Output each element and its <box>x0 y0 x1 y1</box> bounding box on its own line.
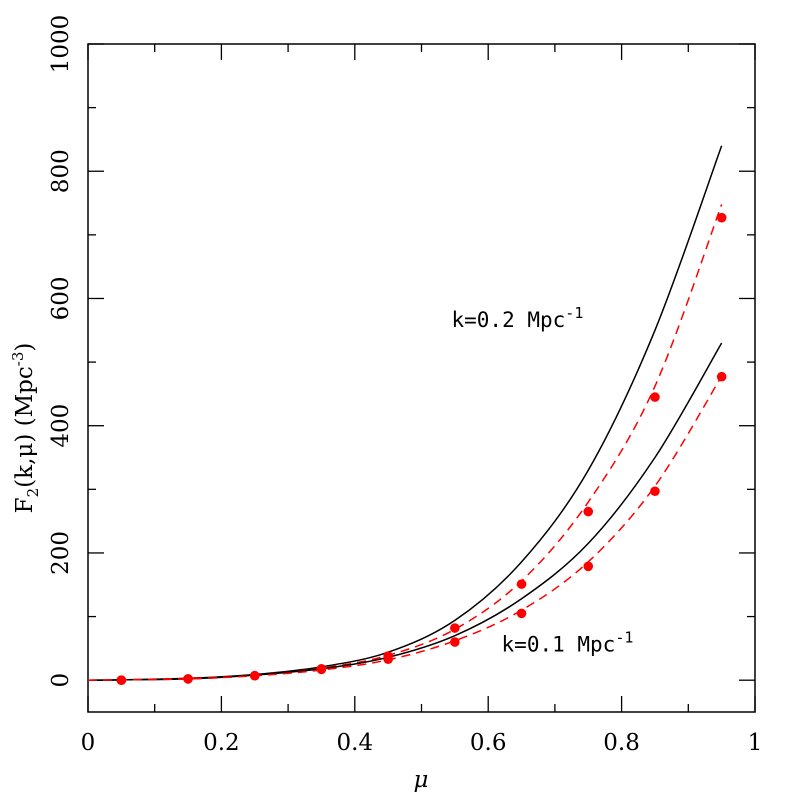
curve-annotation: k=0.1 Mpc-1 <box>502 629 634 657</box>
data-point-kk01 <box>516 608 527 619</box>
y-axis-title: F2(k,μ) (Mpc-3) <box>9 343 42 514</box>
annotation-text: k=0.2 Mpc <box>452 308 566 332</box>
x-tick-labels: 0 0.2 0.4 0.6 0.8 1 <box>81 730 763 756</box>
series-group <box>87 145 723 681</box>
plot-frame <box>87 43 756 713</box>
y-tick-label: 200 <box>48 531 74 575</box>
y-tick-labels: 0 200 400 600 800 1000 <box>48 15 74 688</box>
y-title-middle: (k,μ) (Mpc <box>12 366 38 488</box>
data-point-kk02 <box>650 392 660 402</box>
y-tick-label: 1000 <box>48 15 74 74</box>
x-tick-label: 0 <box>81 730 96 756</box>
y-title-superscript: -3 <box>9 352 27 367</box>
points-group <box>116 212 727 685</box>
data-point-kk01 <box>650 486 660 497</box>
annotation-superscript: -1 <box>615 629 633 647</box>
dashed-curve-kk02 <box>87 204 723 681</box>
y-tick-label: 800 <box>48 149 74 193</box>
y-title-prefix: F <box>12 497 38 513</box>
solid-curve-kk02 <box>87 145 723 681</box>
data-point-kk01 <box>716 371 727 382</box>
data-point-kk02 <box>450 623 460 633</box>
x-tick-label: 0.8 <box>603 730 640 756</box>
data-point-kk01 <box>583 561 594 572</box>
data-point-kk01 <box>183 674 193 684</box>
y-title-suffix: ) <box>12 343 38 352</box>
y-tick-label: 400 <box>48 404 74 448</box>
x-tick-label: 0.4 <box>337 730 374 756</box>
x-axis-title: μ <box>414 767 429 793</box>
data-point-kk01 <box>316 664 327 675</box>
data-point-kk01 <box>249 670 260 681</box>
y-tick-label: 600 <box>48 277 74 321</box>
x-tick-label: 0.2 <box>203 730 240 756</box>
data-point-kk01 <box>450 637 460 647</box>
y-title-subscript: 2 <box>24 488 42 498</box>
x-tick-label: 1 <box>748 730 763 756</box>
data-point-kk01 <box>116 675 127 685</box>
data-point-kk02 <box>716 212 727 223</box>
data-point-kk02 <box>583 506 594 517</box>
data-point-kk02 <box>516 579 527 589</box>
curve-annotation: k=0.2 Mpc-1 <box>452 304 584 332</box>
annotations-group: k=0.2 Mpc-1k=0.1 Mpc-1 <box>452 304 634 656</box>
dashed-curve-kk01 <box>87 375 723 681</box>
annotation-superscript: -1 <box>565 304 583 322</box>
axis-ticks <box>87 43 756 712</box>
data-point-kk01 <box>383 654 393 664</box>
annotation-text: k=0.1 Mpc <box>502 633 616 657</box>
x-tick-label: 0.6 <box>470 730 507 756</box>
y-tick-label: 0 <box>48 673 74 688</box>
